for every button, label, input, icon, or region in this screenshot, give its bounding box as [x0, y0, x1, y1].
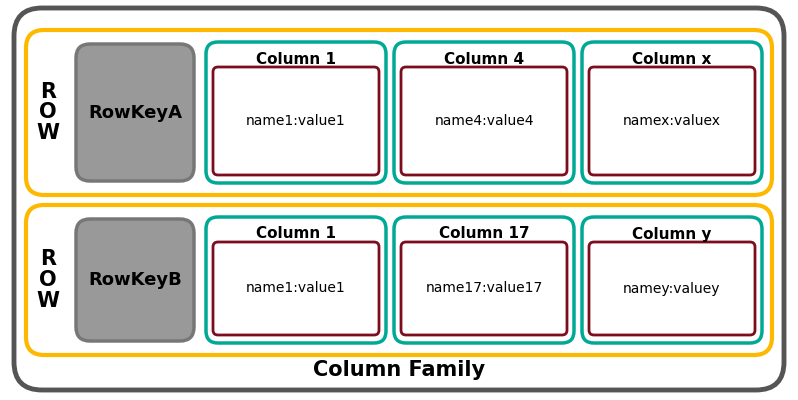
- FancyBboxPatch shape: [589, 242, 755, 335]
- Text: R
O
W: R O W: [37, 82, 60, 143]
- FancyBboxPatch shape: [582, 217, 762, 343]
- Text: RowKeyB: RowKeyB: [88, 271, 182, 289]
- FancyBboxPatch shape: [582, 42, 762, 183]
- Text: Column 17: Column 17: [439, 226, 529, 242]
- FancyBboxPatch shape: [401, 67, 567, 175]
- Text: Column 1: Column 1: [256, 226, 336, 242]
- Text: name4:value4: name4:value4: [434, 114, 534, 128]
- FancyBboxPatch shape: [394, 217, 574, 343]
- Text: namex:valuex: namex:valuex: [623, 114, 721, 128]
- Text: Column x: Column x: [632, 52, 712, 66]
- FancyBboxPatch shape: [26, 205, 772, 355]
- Text: Column Family: Column Family: [313, 360, 485, 380]
- FancyBboxPatch shape: [26, 30, 772, 195]
- FancyBboxPatch shape: [76, 44, 194, 181]
- Text: name17:value17: name17:value17: [425, 282, 543, 296]
- FancyBboxPatch shape: [401, 242, 567, 335]
- Text: Column 1: Column 1: [256, 52, 336, 66]
- FancyBboxPatch shape: [14, 8, 784, 390]
- FancyBboxPatch shape: [76, 219, 194, 341]
- Text: RowKeyA: RowKeyA: [88, 104, 182, 122]
- FancyBboxPatch shape: [213, 67, 379, 175]
- Text: Column 4: Column 4: [444, 52, 524, 66]
- FancyBboxPatch shape: [394, 42, 574, 183]
- Text: namey:valuey: namey:valuey: [623, 282, 721, 296]
- FancyBboxPatch shape: [213, 242, 379, 335]
- Text: R
O
W: R O W: [37, 249, 60, 311]
- FancyBboxPatch shape: [206, 217, 386, 343]
- Text: Column y: Column y: [632, 226, 712, 242]
- Text: name1:value1: name1:value1: [246, 282, 346, 296]
- FancyBboxPatch shape: [206, 42, 386, 183]
- Text: name1:value1: name1:value1: [246, 114, 346, 128]
- FancyBboxPatch shape: [589, 67, 755, 175]
